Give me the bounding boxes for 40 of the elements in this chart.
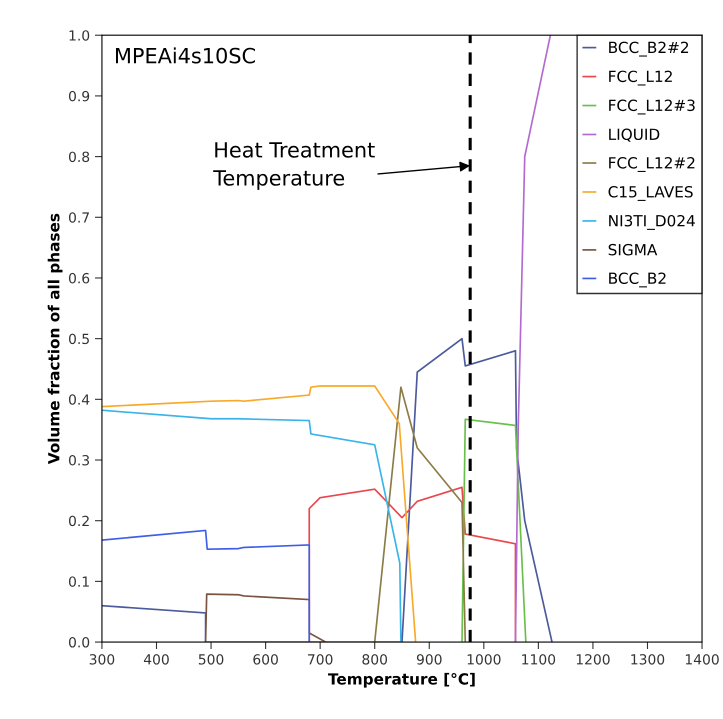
- x-tick-label: 500: [198, 654, 224, 665]
- x-axis-title: Temperature [°C]: [328, 672, 475, 688]
- x-tick-label: 800: [362, 654, 388, 665]
- x-tick-label: 300: [90, 654, 114, 665]
- y-tick-label: 0.5: [68, 334, 89, 344]
- y-tick-label: 1.0: [70, 30, 90, 41]
- x-tick-label: 700: [308, 654, 332, 665]
- legend-label: BCC_B2#2: [609, 42, 688, 57]
- x-tick-label: 900: [416, 654, 442, 665]
- x-tick-label: 1000: [468, 654, 501, 665]
- legend-label: NI3TI_D024: [609, 214, 695, 230]
- y-tick-label: 0.9: [68, 90, 90, 102]
- y-tick-label: 0.1: [68, 576, 89, 587]
- legend-label: FCC_L12: [609, 70, 672, 86]
- annotation: Heat Treatment Temperature: [213, 142, 375, 190]
- y-tick-label: 0.4: [68, 394, 90, 405]
- legend-label: FCC_L12#3: [609, 100, 695, 114]
- y-tick-label: 0.3: [68, 454, 90, 466]
- x-tick-label: 1200: [576, 654, 610, 665]
- y-axis-title: Volume fraction of all phases: [48, 214, 62, 464]
- x-tick-label: 600: [253, 654, 278, 665]
- x-tick-label: 1100: [522, 654, 556, 665]
- legend-label: SIGMA: [608, 244, 658, 256]
- x-tick-label: 1400: [686, 654, 719, 665]
- y-tick-label: 0.8: [68, 152, 90, 162]
- y-tick-label: 0.0: [68, 637, 90, 648]
- x-tick-label: 1300: [631, 654, 664, 665]
- line-series: [514, 35, 552, 642]
- y-tick-label: 0.7: [68, 212, 89, 223]
- annotation: MPEAi4s10SC: [116, 47, 255, 64]
- legend-label: BCC_B2: [609, 272, 666, 288]
- legend-label: FCC_L12#2: [609, 157, 694, 172]
- line-series: [102, 530, 310, 642]
- y-tick-label: 0.6: [68, 272, 90, 284]
- x-tick-label: 400: [144, 654, 169, 665]
- legend-label: LIQUID: [609, 128, 660, 142]
- line-series: [102, 338, 553, 642]
- line-series: [374, 386, 466, 642]
- legend-label: C15_LAVES: [608, 186, 693, 201]
- y-tick-label: 0.2: [68, 516, 89, 526]
